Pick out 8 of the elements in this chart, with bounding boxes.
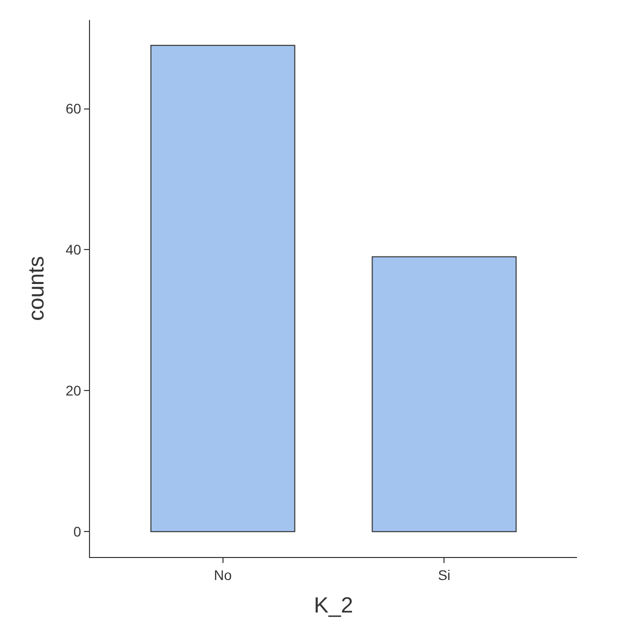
y-tick-label: 40 xyxy=(66,242,82,258)
y-axis-title: counts xyxy=(23,256,48,321)
y-tick-label: 20 xyxy=(66,382,82,399)
x-axis-title: K_2 xyxy=(314,592,354,618)
y-tick-label: 60 xyxy=(66,100,82,117)
x-tick-label: Si xyxy=(438,566,450,583)
x-tick-label: No xyxy=(214,566,232,583)
y-tick-label: 0 xyxy=(73,524,82,540)
